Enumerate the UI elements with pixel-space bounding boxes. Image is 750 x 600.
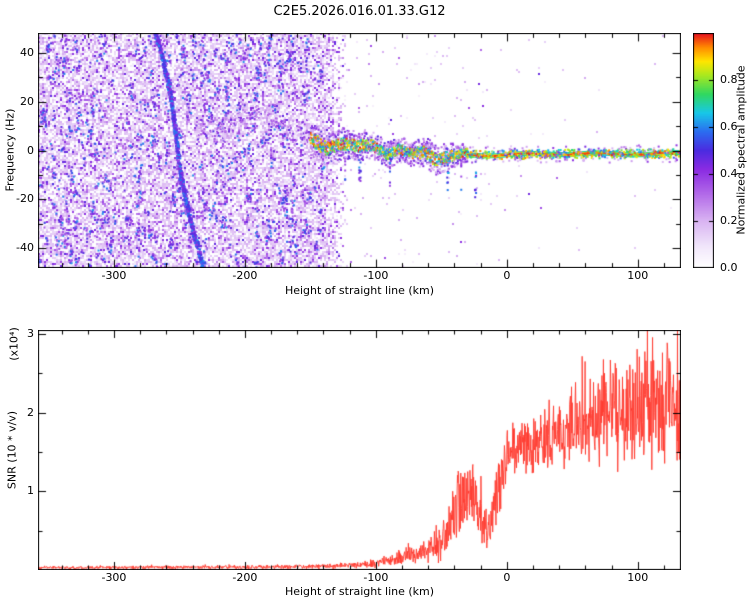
tick-label: 0.6 — [720, 120, 738, 133]
tick-label: 0.2 — [720, 214, 738, 227]
snr-canvas — [38, 330, 681, 570]
tick-label: 100 — [627, 571, 649, 584]
tick-label: 2 — [27, 405, 34, 419]
spectrogram-panel — [38, 33, 681, 268]
tick-label: -100 — [363, 269, 389, 282]
tick-label: 1 — [27, 484, 34, 498]
tick-label: 0 — [503, 269, 511, 282]
tick-label: 0 — [27, 143, 34, 157]
tick-label: 0.8 — [720, 73, 738, 86]
colorbar-canvas — [693, 33, 714, 268]
tick-label: -300 — [101, 571, 127, 584]
spectrogram-canvas — [38, 33, 681, 268]
tick-label: 0.4 — [720, 167, 738, 180]
tick-label: 0.0 — [720, 261, 738, 274]
colorbar-tick-labels: 0.0 0.2 0.4 0.6 0.8 — [717, 33, 747, 274]
snr-panel — [38, 330, 681, 570]
tick-label: 3 — [27, 326, 34, 340]
colorbar-label: Normalized spectral amplitude — [734, 65, 748, 235]
tick-label: -300 — [101, 269, 127, 282]
spec-xtick-labels: -300 -200 -100 0 100 — [38, 270, 681, 283]
tick-label: 40 — [20, 45, 34, 59]
spec-xaxis-label: Height of straight line (km) — [284, 284, 435, 297]
tick-label: -200 — [232, 571, 258, 584]
tick-label: -40 — [16, 241, 34, 255]
tick-label: 20 — [20, 94, 34, 108]
spec-ytick-labels: -40 -20 0 20 40 — [2, 33, 34, 268]
tick-label: -200 — [232, 269, 258, 282]
tick-label: 100 — [627, 269, 649, 282]
tick-label: -100 — [363, 571, 389, 584]
tick-label: 0 — [503, 571, 511, 584]
snr-xaxis-label: Height of straight line (km) — [284, 585, 435, 598]
snr-ytick-labels: 1 2 3 — [2, 326, 34, 570]
figure-title: C2E5.2026.016.01.33.G12 — [273, 4, 446, 19]
tick-label: -20 — [16, 192, 34, 206]
colorbar-panel — [693, 33, 714, 268]
snr-xtick-labels: -300 -200 -100 0 100 — [38, 572, 681, 585]
